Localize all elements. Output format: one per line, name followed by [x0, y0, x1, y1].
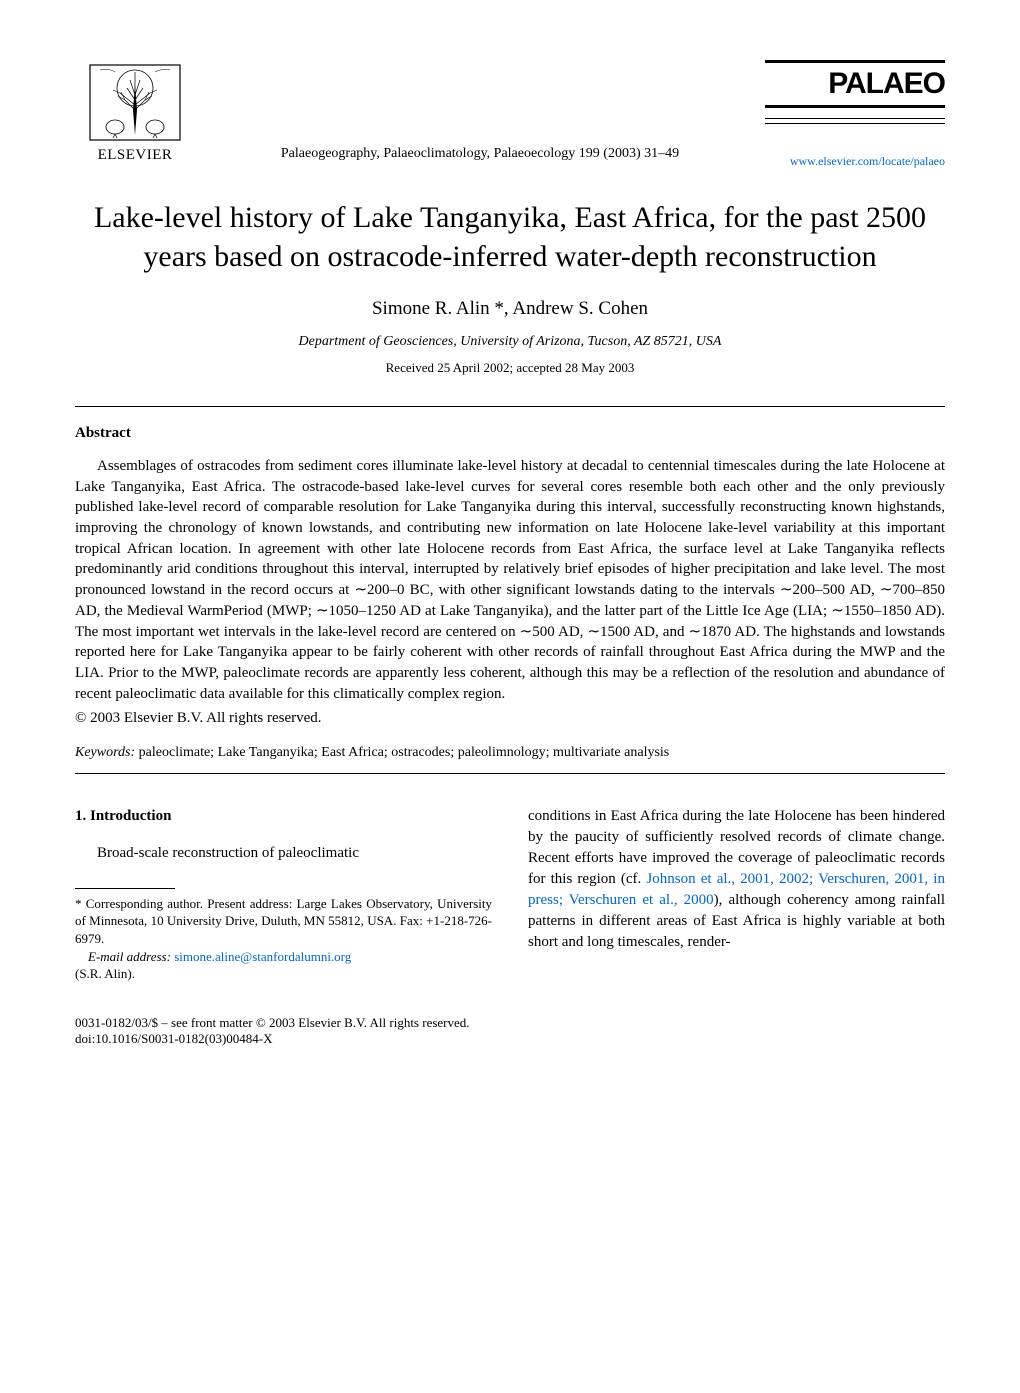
right-column: conditions in East Africa during the lat… [528, 806, 945, 983]
elsevier-tree-icon [85, 60, 185, 145]
affiliation: Department of Geosciences, University of… [75, 334, 945, 350]
authors-line: Simone R. Alin *, Andrew S. Cohen [75, 298, 945, 320]
received-accepted-dates: Received 25 April 2002; accepted 28 May … [75, 360, 945, 376]
copyright-line: © 2003 Elsevier B.V. All rights reserved… [75, 708, 945, 729]
abstract-text: Assemblages of ostracodes from sediment … [75, 456, 945, 704]
keywords-text: paleoclimate; Lake Tanganyika; East Afri… [135, 745, 669, 760]
keywords-line: Keywords: paleoclimate; Lake Tanganyika;… [75, 745, 945, 761]
email-author-name: (S.R. Alin). [75, 965, 492, 983]
section-1-heading: 1. Introduction [75, 806, 492, 827]
email-footnote: E-mail address: simone.aline@stanfordalu… [75, 948, 492, 966]
journal-citation: Palaeogeography, Palaeoclimatology, Pala… [195, 146, 765, 170]
author-email-link[interactable]: simone.aline@stanfordalumni.org [174, 949, 351, 964]
article-title: Lake-level history of Lake Tanganyika, E… [75, 198, 945, 276]
publisher-name: ELSEVIER [98, 147, 173, 164]
two-column-layout: 1. Introduction Broad-scale reconstructi… [75, 806, 945, 983]
publisher-logo: ELSEVIER [75, 60, 195, 170]
doi-line: doi:10.1016/S0031-0182(03)00484-X [75, 1031, 945, 1047]
journal-url-link[interactable]: www.elsevier.com/locate/palaeo [790, 154, 945, 168]
journal-brand-block: PALAEO www.elsevier.com/locate/palaeo [765, 60, 945, 170]
footer: 0031-0182/03/$ – see front matter © 2003… [75, 1015, 945, 1047]
footnote-divider [75, 888, 175, 889]
section-divider [75, 773, 945, 774]
abstract-heading: Abstract [75, 425, 945, 442]
brand-divider [765, 118, 945, 124]
keywords-label: Keywords: [75, 745, 135, 760]
left-column: 1. Introduction Broad-scale reconstructi… [75, 806, 492, 983]
intro-paragraph-left: Broad-scale reconstruction of paleoclima… [75, 843, 492, 864]
corresponding-author-footnote: * Corresponding author. Present address:… [75, 895, 492, 948]
section-divider [75, 406, 945, 407]
palaeo-logo: PALAEO [765, 60, 945, 108]
intro-paragraph-right: conditions in East Africa during the lat… [528, 806, 945, 953]
email-label: E-mail address: [88, 949, 171, 964]
front-matter-line: 0031-0182/03/$ – see front matter © 2003… [75, 1015, 945, 1031]
header-row: ELSEVIER Palaeogeography, Palaeoclimatol… [75, 60, 945, 170]
